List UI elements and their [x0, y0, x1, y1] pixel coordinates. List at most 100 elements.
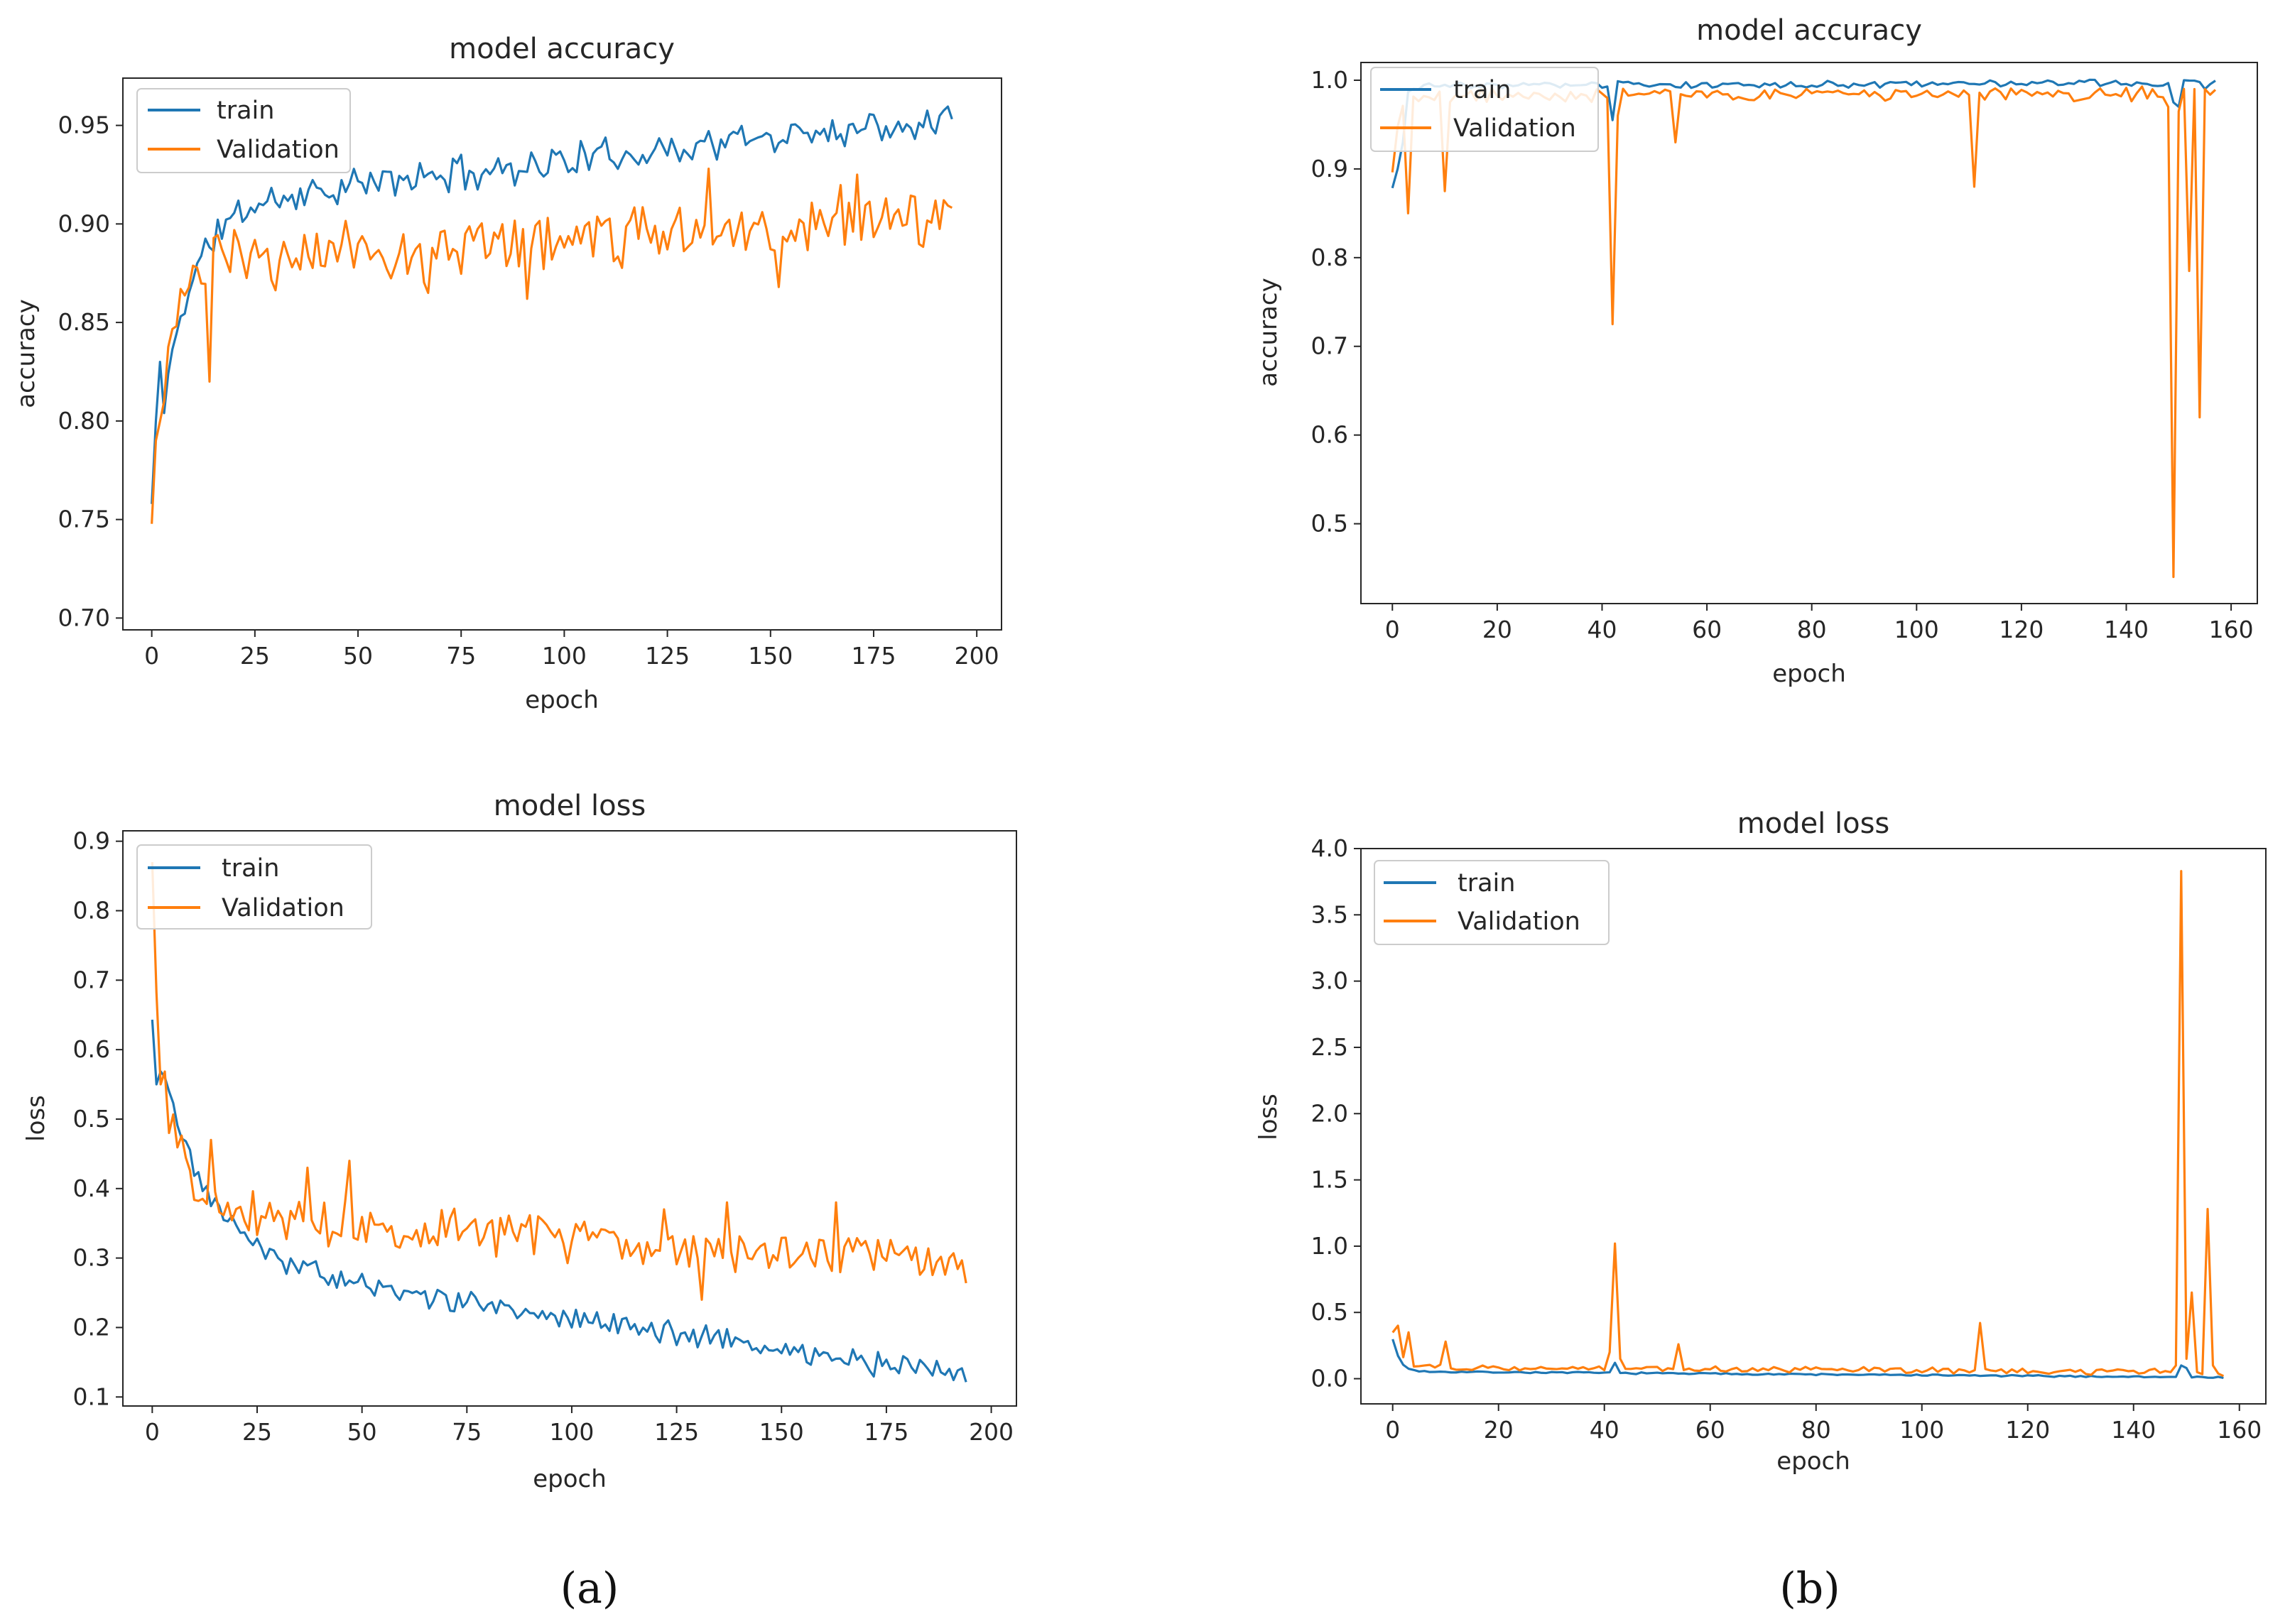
plot-frame	[1360, 62, 2258, 604]
chart-title: model loss	[1737, 807, 1890, 840]
x-tick-label: 200	[969, 1418, 1014, 1446]
y-tick-label: 0.6	[1311, 421, 1348, 449]
x-tick-label: 0	[1385, 616, 1400, 643]
x-tick-label: 20	[1484, 1416, 1514, 1444]
y-tick-label: 0.6	[73, 1035, 110, 1063]
legend-label-train: train	[222, 854, 279, 883]
series-line-train	[1391, 1339, 2224, 1379]
y-axis-label: accuracy	[12, 299, 40, 408]
chart-a-accuracy: model accuracy epoch accuracy 0 25 50 75 100…	[12, 33, 1002, 714]
y-tick-label: 0.8	[73, 897, 110, 925]
caption-b: (b)	[1779, 1564, 1840, 1613]
x-tick-label: 120	[2005, 1416, 2050, 1444]
y-tick-label: 0.7	[1311, 332, 1348, 360]
x-ticks: 0 20 40 60 80 100 120 140 160	[1385, 604, 2254, 643]
legend-label-validation: Validation	[1453, 114, 1576, 143]
x-ticks: 0 25 50 75 100 125 150 175 200	[145, 1406, 1014, 1446]
series-lines	[151, 861, 967, 1383]
legend-label-train: train	[217, 97, 274, 125]
chart-a-loss: model loss epoch loss 0 25 50 75 100 125 150 17…	[22, 790, 1017, 1493]
legend-label-validation: Validation	[222, 894, 344, 922]
y-tick-label: 0.75	[58, 506, 110, 533]
x-tick-label: 150	[748, 642, 793, 670]
y-tick-label: 0.4	[73, 1175, 110, 1202]
x-tick-label: 125	[654, 1418, 699, 1446]
y-tick-label: 0.9	[1311, 155, 1348, 182]
legend-label-validation: Validation	[1458, 908, 1580, 936]
y-tick-label: 1.0	[1311, 66, 1348, 94]
x-tick-label: 75	[446, 642, 476, 670]
x-tick-label: 75	[452, 1418, 482, 1446]
y-tick-label: 0.85	[58, 308, 110, 336]
caption-a: (a)	[560, 1564, 619, 1613]
chart-b-loss: model loss epoch loss 0 20 40 60 80 100 120 140…	[1254, 807, 2267, 1476]
legend: train Validation	[1370, 67, 1599, 152]
legend-label-validation: Validation	[217, 136, 340, 164]
y-tick-label: 2.5	[1311, 1033, 1348, 1061]
series-line-validation	[1391, 85, 2217, 579]
y-tick-label: 0.90	[58, 209, 110, 237]
y-tick-label: 2.0	[1311, 1099, 1348, 1127]
legend: train Validation	[1374, 860, 1610, 945]
y-ticks: 0.5 0.6 0.7 0.8 0.9 1.0	[1311, 66, 1361, 538]
x-tick-label: 50	[343, 642, 373, 670]
chart-title: model loss	[494, 790, 646, 822]
x-tick-label: 0	[144, 642, 159, 670]
x-tick-label: 100	[542, 642, 587, 670]
y-ticks: 0.1 0.2 0.3 0.4 0.5 0.6 0.7 0.8 0.9	[73, 827, 123, 1410]
y-tick-label: 0.2	[73, 1313, 110, 1341]
x-tick-label: 120	[1999, 616, 2044, 643]
x-tick-label: 175	[851, 642, 896, 670]
x-tick-label: 160	[2217, 1416, 2262, 1444]
chart-b-accuracy: model accuracy epoch accuracy 0 20 40 60 80 1…	[1254, 14, 2258, 688]
x-tick-label: 25	[240, 642, 270, 670]
x-tick-label: 100	[549, 1418, 594, 1446]
y-tick-label: 1.5	[1311, 1166, 1348, 1194]
plot-frame	[1360, 848, 2267, 1405]
x-tick-label: 80	[1801, 1416, 1831, 1444]
x-tick-label: 40	[1590, 1416, 1619, 1444]
y-ticks: 0.70 0.75 0.80 0.85 0.90 0.95	[58, 111, 123, 631]
x-tick-label: 160	[2209, 616, 2254, 643]
y-axis-label: loss	[1254, 1094, 1283, 1140]
series-line-validation	[1391, 870, 2225, 1378]
y-tick-label: 0.8	[1311, 244, 1348, 271]
legend-label-train: train	[1458, 869, 1515, 898]
x-tick-label: 200	[955, 642, 999, 670]
y-axis-label: loss	[22, 1095, 50, 1142]
plot-frame	[122, 77, 1002, 631]
y-tick-label: 0.7	[73, 966, 110, 993]
x-ticks: 0 20 40 60 80 100 120 140 160	[1385, 1404, 2262, 1444]
y-tick-label: 4.0	[1311, 834, 1348, 862]
y-tick-label: 0.95	[58, 111, 110, 139]
y-tick-label: 0.3	[73, 1244, 110, 1272]
y-tick-label: 0.5	[1311, 1298, 1348, 1326]
x-tick-label: 20	[1482, 616, 1512, 643]
y-tick-label: 0.0	[1311, 1365, 1348, 1393]
x-tick-label: 175	[864, 1418, 908, 1446]
x-tick-label: 60	[1695, 1416, 1725, 1444]
chart-title: model accuracy	[1696, 14, 1922, 47]
x-tick-label: 25	[242, 1418, 272, 1446]
x-ticks: 0 25 50 75 100 125 150 175 200	[144, 630, 999, 670]
series-lines	[1391, 78, 2217, 579]
x-tick-label: 80	[1797, 616, 1827, 643]
x-tick-label: 60	[1692, 616, 1722, 643]
series-lines	[1391, 870, 2225, 1379]
legend-label-train: train	[1453, 76, 1511, 104]
y-tick-label: 0.5	[1311, 510, 1348, 538]
legend: train Validation	[136, 88, 351, 173]
y-tick-label: 3.0	[1311, 967, 1348, 995]
x-tick-label: 100	[1899, 1416, 1944, 1444]
y-tick-label: 3.5	[1311, 900, 1348, 928]
series-line-train	[151, 1019, 967, 1383]
y-tick-label: 0.80	[58, 407, 110, 435]
y-ticks: 0.0 0.5 1.0 1.5 2.0 2.5 3.0 3.5 4.0	[1311, 834, 1361, 1393]
x-axis-label: epoch	[1772, 660, 1846, 688]
x-tick-label: 125	[645, 642, 690, 670]
x-tick-label: 140	[2104, 616, 2149, 643]
x-axis-label: epoch	[525, 686, 599, 714]
legend: train Validation	[136, 844, 372, 930]
x-tick-label: 40	[1587, 616, 1617, 643]
